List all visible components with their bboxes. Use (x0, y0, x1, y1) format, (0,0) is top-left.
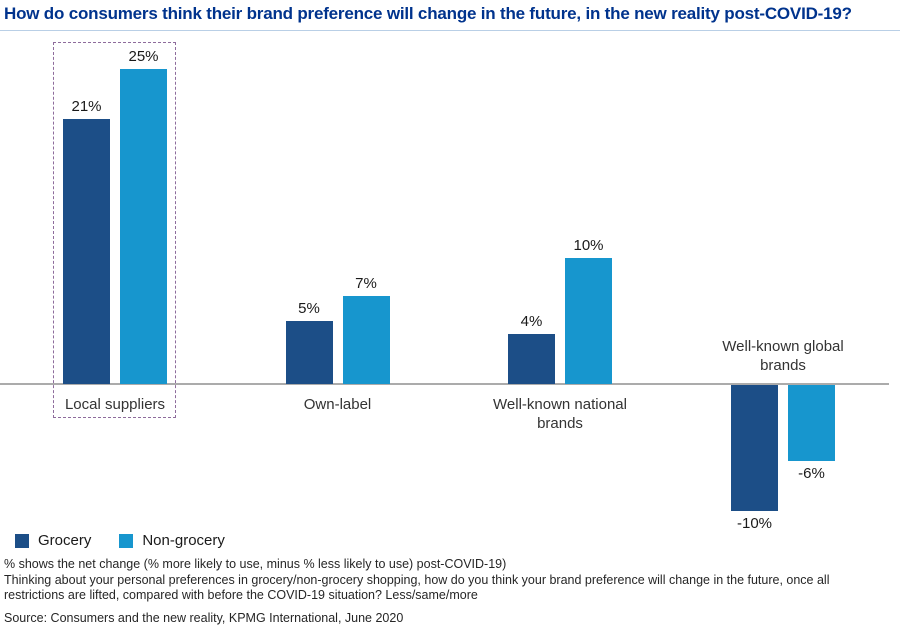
value-label: 4% (520, 312, 543, 330)
footnote-question: Thinking about your personal preferences… (4, 573, 830, 602)
value-label: -10% (736, 515, 773, 532)
value-label: 5% (298, 300, 320, 317)
legend-label: Grocery (38, 532, 92, 549)
footnote-net-change: % shows the net change (% more likely to… (4, 557, 507, 571)
bar-non-grocery-0 (120, 69, 167, 384)
legend-item-grocery: Grocery (15, 532, 91, 549)
value-label: 10% (573, 237, 604, 254)
bar-non-grocery-1 (342, 295, 390, 384)
source-line: Source: Consumers and the new reality, K… (4, 611, 404, 625)
value-label: 21% (71, 98, 102, 116)
value-label: -6% (798, 464, 825, 482)
value-label: 7% (355, 274, 377, 292)
legend-label: Non-grocery (142, 532, 225, 549)
bar-non-grocery-3 (788, 385, 835, 461)
bar-non-grocery-2 (565, 258, 612, 384)
category-label: Well-known global brands (722, 338, 844, 374)
chart-title: How do consumers think their brand prefe… (4, 4, 852, 23)
category-label: Well-known national brands (493, 396, 627, 432)
zero-axis-line (0, 383, 889, 385)
bar-grocery-1 (285, 321, 333, 384)
local-suppliers-highlight-box (53, 42, 176, 418)
grocery-swatch-icon (15, 533, 29, 548)
legend: Grocery Non-grocery (15, 532, 225, 549)
bar-grocery-0 (63, 119, 110, 384)
bar-grocery-2 (508, 333, 555, 384)
bar-grocery-3 (731, 385, 778, 511)
category-label: Own-label (303, 396, 372, 413)
title-divider (0, 30, 900, 31)
non-grocery-swatch-icon (119, 533, 134, 548)
value-label: 25% (128, 48, 159, 65)
category-label: Local suppliers (64, 396, 166, 413)
legend-item-non-grocery: Non-grocery (119, 532, 225, 549)
